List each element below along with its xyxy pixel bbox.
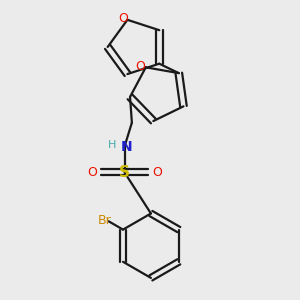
Text: O: O [152,166,162,179]
Text: S: S [119,165,130,180]
Text: H: H [107,140,116,150]
Text: Br: Br [98,214,112,227]
Text: O: O [118,12,128,26]
Text: N: N [121,140,132,154]
Text: O: O [135,60,145,73]
Text: O: O [87,166,97,179]
